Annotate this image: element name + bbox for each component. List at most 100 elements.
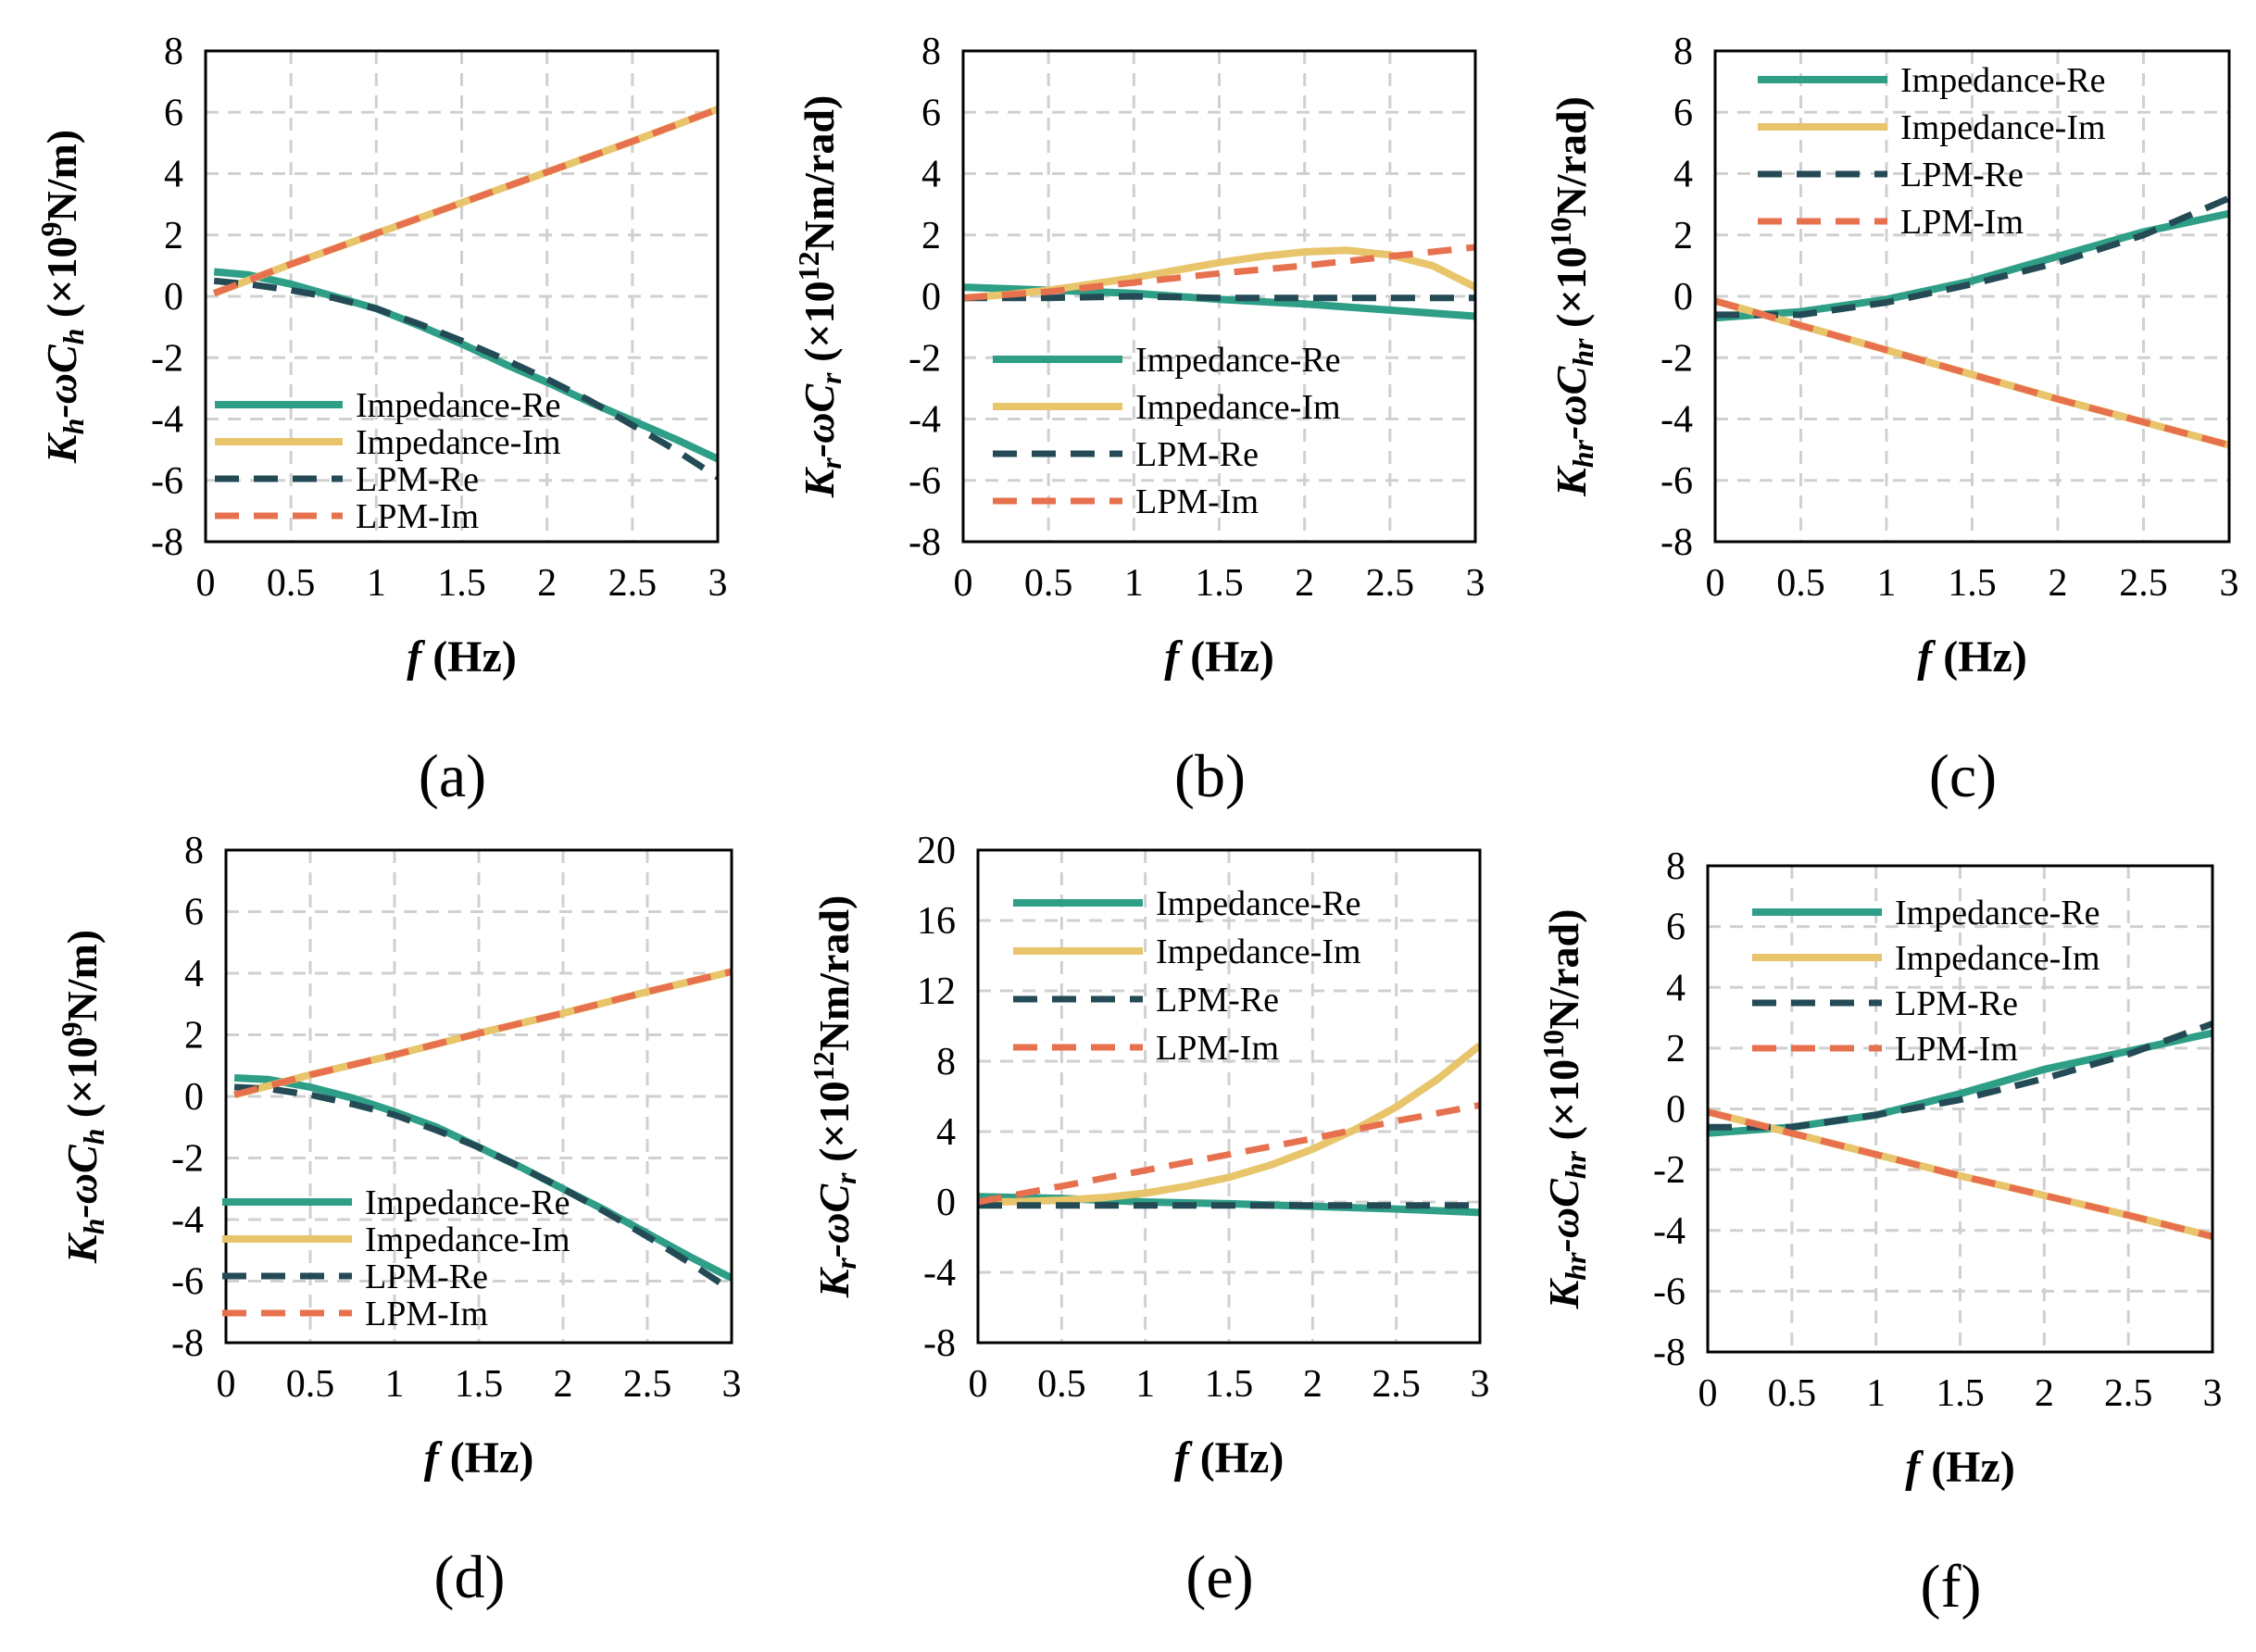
legend-label: Impedance-Re xyxy=(1900,61,2106,100)
y-axis-label: Kh-ωCh (×109N/m) xyxy=(55,930,110,1264)
ylabel-k-sub: hr xyxy=(1559,1252,1592,1281)
ylabel-exponent: 12 xyxy=(792,251,825,281)
xlabel-f: f xyxy=(1917,632,1936,682)
y-tick-label: -4 xyxy=(151,399,183,442)
x-tick-label: 2.5 xyxy=(2104,1372,2153,1415)
ylabel-mid: -ωC xyxy=(1540,1178,1587,1253)
x-tick-label: 1.5 xyxy=(1195,562,1244,605)
y-tick-label: 16 xyxy=(917,900,956,943)
x-axis-label: f (Hz) xyxy=(424,1433,534,1483)
y-tick-label: 0 xyxy=(936,1182,956,1224)
gridlines xyxy=(206,51,718,542)
ylabel-c-sub: hr xyxy=(1566,338,1599,367)
ylabel-k: K xyxy=(1548,465,1595,497)
series-line-lpm-re xyxy=(233,1083,733,1294)
panel-label: (a) xyxy=(419,743,486,810)
legend-label: Impedance-Im xyxy=(1135,388,1341,427)
ylabel-mid: -ωC xyxy=(810,1183,858,1258)
y-tick-label: 6 xyxy=(1673,92,1693,134)
y-tick-label: -8 xyxy=(151,521,183,564)
x-tick-label: 0 xyxy=(969,1363,988,1406)
y-tick-label: 12 xyxy=(917,970,956,1013)
x-tick-label: 0 xyxy=(217,1363,236,1406)
x-axis-label: f (Hz) xyxy=(1917,632,2027,682)
legend-label: LPM-Im xyxy=(365,1295,488,1333)
x-tick-label: 2 xyxy=(2049,562,2068,605)
plot-frame xyxy=(976,848,1482,1345)
legend-label: LPM-Re xyxy=(356,460,479,499)
x-tick-label: 0.5 xyxy=(1776,562,1825,605)
ylabel-unit: N/rad) xyxy=(1548,96,1595,217)
y-tick-label: 8 xyxy=(164,31,183,73)
y-tick-label: 2 xyxy=(1666,1028,1686,1070)
x-tick-label: 2.5 xyxy=(623,1363,672,1406)
x-tick-label: 1.5 xyxy=(455,1363,504,1406)
series-line-lpm-re xyxy=(1708,1020,2214,1131)
legend-label: Impedance-Im xyxy=(365,1220,570,1259)
xlabel-unit: (Hz) xyxy=(1920,1443,2015,1492)
legend-label: LPM-Im xyxy=(1895,1030,2018,1069)
x-tick-label: 0 xyxy=(954,562,973,605)
legend-label: Impedance-Re xyxy=(1895,894,2100,932)
y-tick-label: -4 xyxy=(1661,399,1693,442)
x-tick-label: 3 xyxy=(2203,1372,2223,1415)
y-tick-label: -4 xyxy=(171,1199,204,1242)
y-tick-label: -6 xyxy=(909,460,941,503)
x-axis-label: f (Hz) xyxy=(1905,1443,2015,1492)
y-tick-label: -2 xyxy=(909,337,941,380)
y-tick-label: 2 xyxy=(164,215,183,257)
x-tick-label: 2.5 xyxy=(608,562,658,605)
chart-panel-a: 0 0.5 1 1.5 2 2.5 3 8 6 4 2 0 -2 -4 -6 -8 Impedance-ReIm… xyxy=(34,31,728,810)
ylabel-k: K xyxy=(38,432,85,464)
legend-label: Impedance-Re xyxy=(356,386,561,425)
ylabel-unit: Nm/rad) xyxy=(810,895,858,1052)
x-tick-label: 1 xyxy=(1124,562,1144,605)
xlabel-f: f xyxy=(1164,632,1183,682)
ylabel-exponent: 12 xyxy=(807,1051,840,1081)
panel-label: (b) xyxy=(1174,743,1246,810)
y-axis-label: Kh-ωCh (×109N/m) xyxy=(34,130,90,464)
y-tick-label: 6 xyxy=(1666,907,1686,949)
y-tick-label: 4 xyxy=(184,953,204,995)
plot-frame xyxy=(1713,49,2231,544)
x-tick-label: 3 xyxy=(1471,1363,1490,1406)
ylabel-mid: -ωC xyxy=(38,344,85,419)
ylabel-exponent: 10 xyxy=(1536,1030,1570,1059)
legend-label: LPM-Re xyxy=(1156,981,1279,1020)
x-tick-label: 2 xyxy=(2035,1372,2054,1415)
ylabel-c-sub: r xyxy=(829,1172,862,1184)
series-line-lpm-re xyxy=(963,293,1475,302)
x-tick-label: 1 xyxy=(1866,1372,1886,1415)
x-tick-label: 1 xyxy=(1877,562,1897,605)
ylabel-exponent: 10 xyxy=(1544,217,1577,246)
y-tick-label: -6 xyxy=(151,460,183,503)
series-line-lpm-im xyxy=(962,244,1476,302)
y-tick-label: 6 xyxy=(921,92,941,134)
legend-label: LPM-Im xyxy=(1135,482,1259,521)
y-tick-label: -6 xyxy=(171,1261,204,1304)
y-tick-label: 8 xyxy=(184,830,204,872)
legend-label: LPM-Re xyxy=(1895,984,2018,1023)
xlabel-unit: (Hz) xyxy=(1189,1433,1285,1483)
ylabel-unit-prefix: (×10 xyxy=(1548,246,1595,338)
legend-label: LPM-Im xyxy=(356,497,479,536)
legend-label: Impedance-Re xyxy=(1156,884,1361,923)
x-tick-label: 2 xyxy=(1295,562,1314,605)
y-tick-label: 20 xyxy=(917,830,956,872)
x-tick-label: 2 xyxy=(554,1363,573,1406)
x-tick-label: 1 xyxy=(367,562,386,605)
y-tick-label: -6 xyxy=(1653,1270,1686,1313)
panel-label: (c) xyxy=(1929,743,1997,810)
series-line-lpm-im xyxy=(233,968,733,1098)
x-tick-label: 2.5 xyxy=(1366,562,1415,605)
legend-label: Impedance-Re xyxy=(1135,341,1341,380)
x-tick-label: 0 xyxy=(196,562,216,605)
legend-label: Impedance-Im xyxy=(356,423,561,462)
x-tick-label: 0.5 xyxy=(286,1363,335,1406)
ylabel-unit-prefix: (×10 xyxy=(38,237,85,329)
x-tick-label: 2.5 xyxy=(2119,562,2168,605)
legend-label: LPM-Re xyxy=(365,1258,488,1296)
x-tick-label: 0 xyxy=(1698,1372,1718,1415)
chart-panel-e: 0 0.5 1 1.5 2 2.5 3 20 16 12 8 4 0 -4 -8 Impedance-Re Im… xyxy=(807,830,1490,1611)
